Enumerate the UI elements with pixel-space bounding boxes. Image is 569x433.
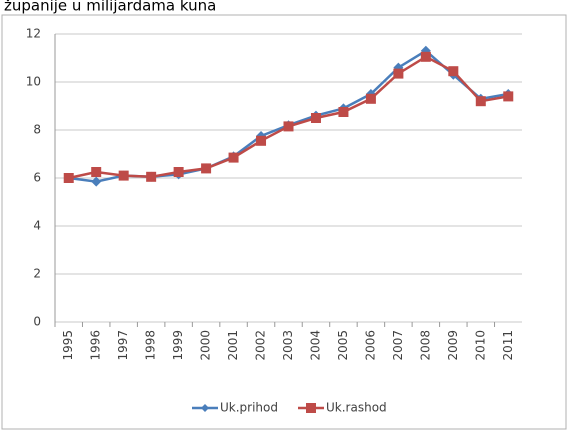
y-tick-label: 4 [33, 219, 41, 233]
chart-title: županije u milijardama kuna [4, 0, 216, 15]
data-point [118, 170, 129, 181]
x-tick-label: 2011 [501, 330, 515, 361]
data-point [448, 66, 459, 77]
x-tick-label: 2004 [308, 330, 322, 361]
data-point [283, 121, 294, 132]
legend-label: Uk.rashod [326, 401, 387, 415]
data-point [338, 107, 349, 117]
x-tick-label: 1995 [61, 330, 75, 361]
x-tick-label: 2008 [418, 330, 432, 361]
y-tick-label: 10 [26, 75, 41, 89]
x-tick-label: 2000 [199, 330, 213, 361]
x-tick-label: 1999 [171, 330, 185, 361]
data-point [475, 96, 486, 107]
x-tick-label: 2006 [363, 330, 377, 361]
data-point [393, 68, 404, 79]
y-tick-label: 12 [26, 27, 41, 41]
data-point [91, 167, 102, 177]
data-point [228, 152, 239, 163]
x-tick-label: 2003 [281, 330, 295, 361]
x-tick-label: 2002 [254, 330, 268, 361]
data-point [201, 163, 212, 174]
chart-frame [1, 14, 567, 430]
data-point [256, 135, 267, 146]
x-tick-label: 1996 [89, 330, 103, 361]
y-tick-label: 0 [33, 315, 41, 329]
data-point [503, 91, 514, 102]
data-point [63, 173, 74, 183]
data-point [146, 171, 157, 182]
y-tick-label: 2 [33, 267, 41, 281]
x-tick-label: 2005 [336, 330, 350, 361]
x-tick-label: 1998 [144, 330, 158, 361]
x-tick-label: 2009 [446, 330, 460, 361]
data-point [91, 176, 102, 187]
x-tick-label: 2007 [391, 330, 405, 361]
data-point [365, 93, 376, 104]
data-point [420, 51, 431, 62]
y-tick-label: 8 [33, 123, 41, 137]
x-tick-label: 2001 [226, 330, 240, 361]
legend-marker [306, 403, 316, 413]
data-point [310, 113, 321, 123]
legend-label: Uk.prihod [220, 401, 278, 415]
x-tick-label: 1997 [116, 330, 130, 361]
legend-marker [201, 404, 209, 412]
y-tick-label: 6 [33, 171, 41, 185]
data-point [173, 167, 184, 177]
x-tick-label: 2010 [473, 330, 487, 361]
